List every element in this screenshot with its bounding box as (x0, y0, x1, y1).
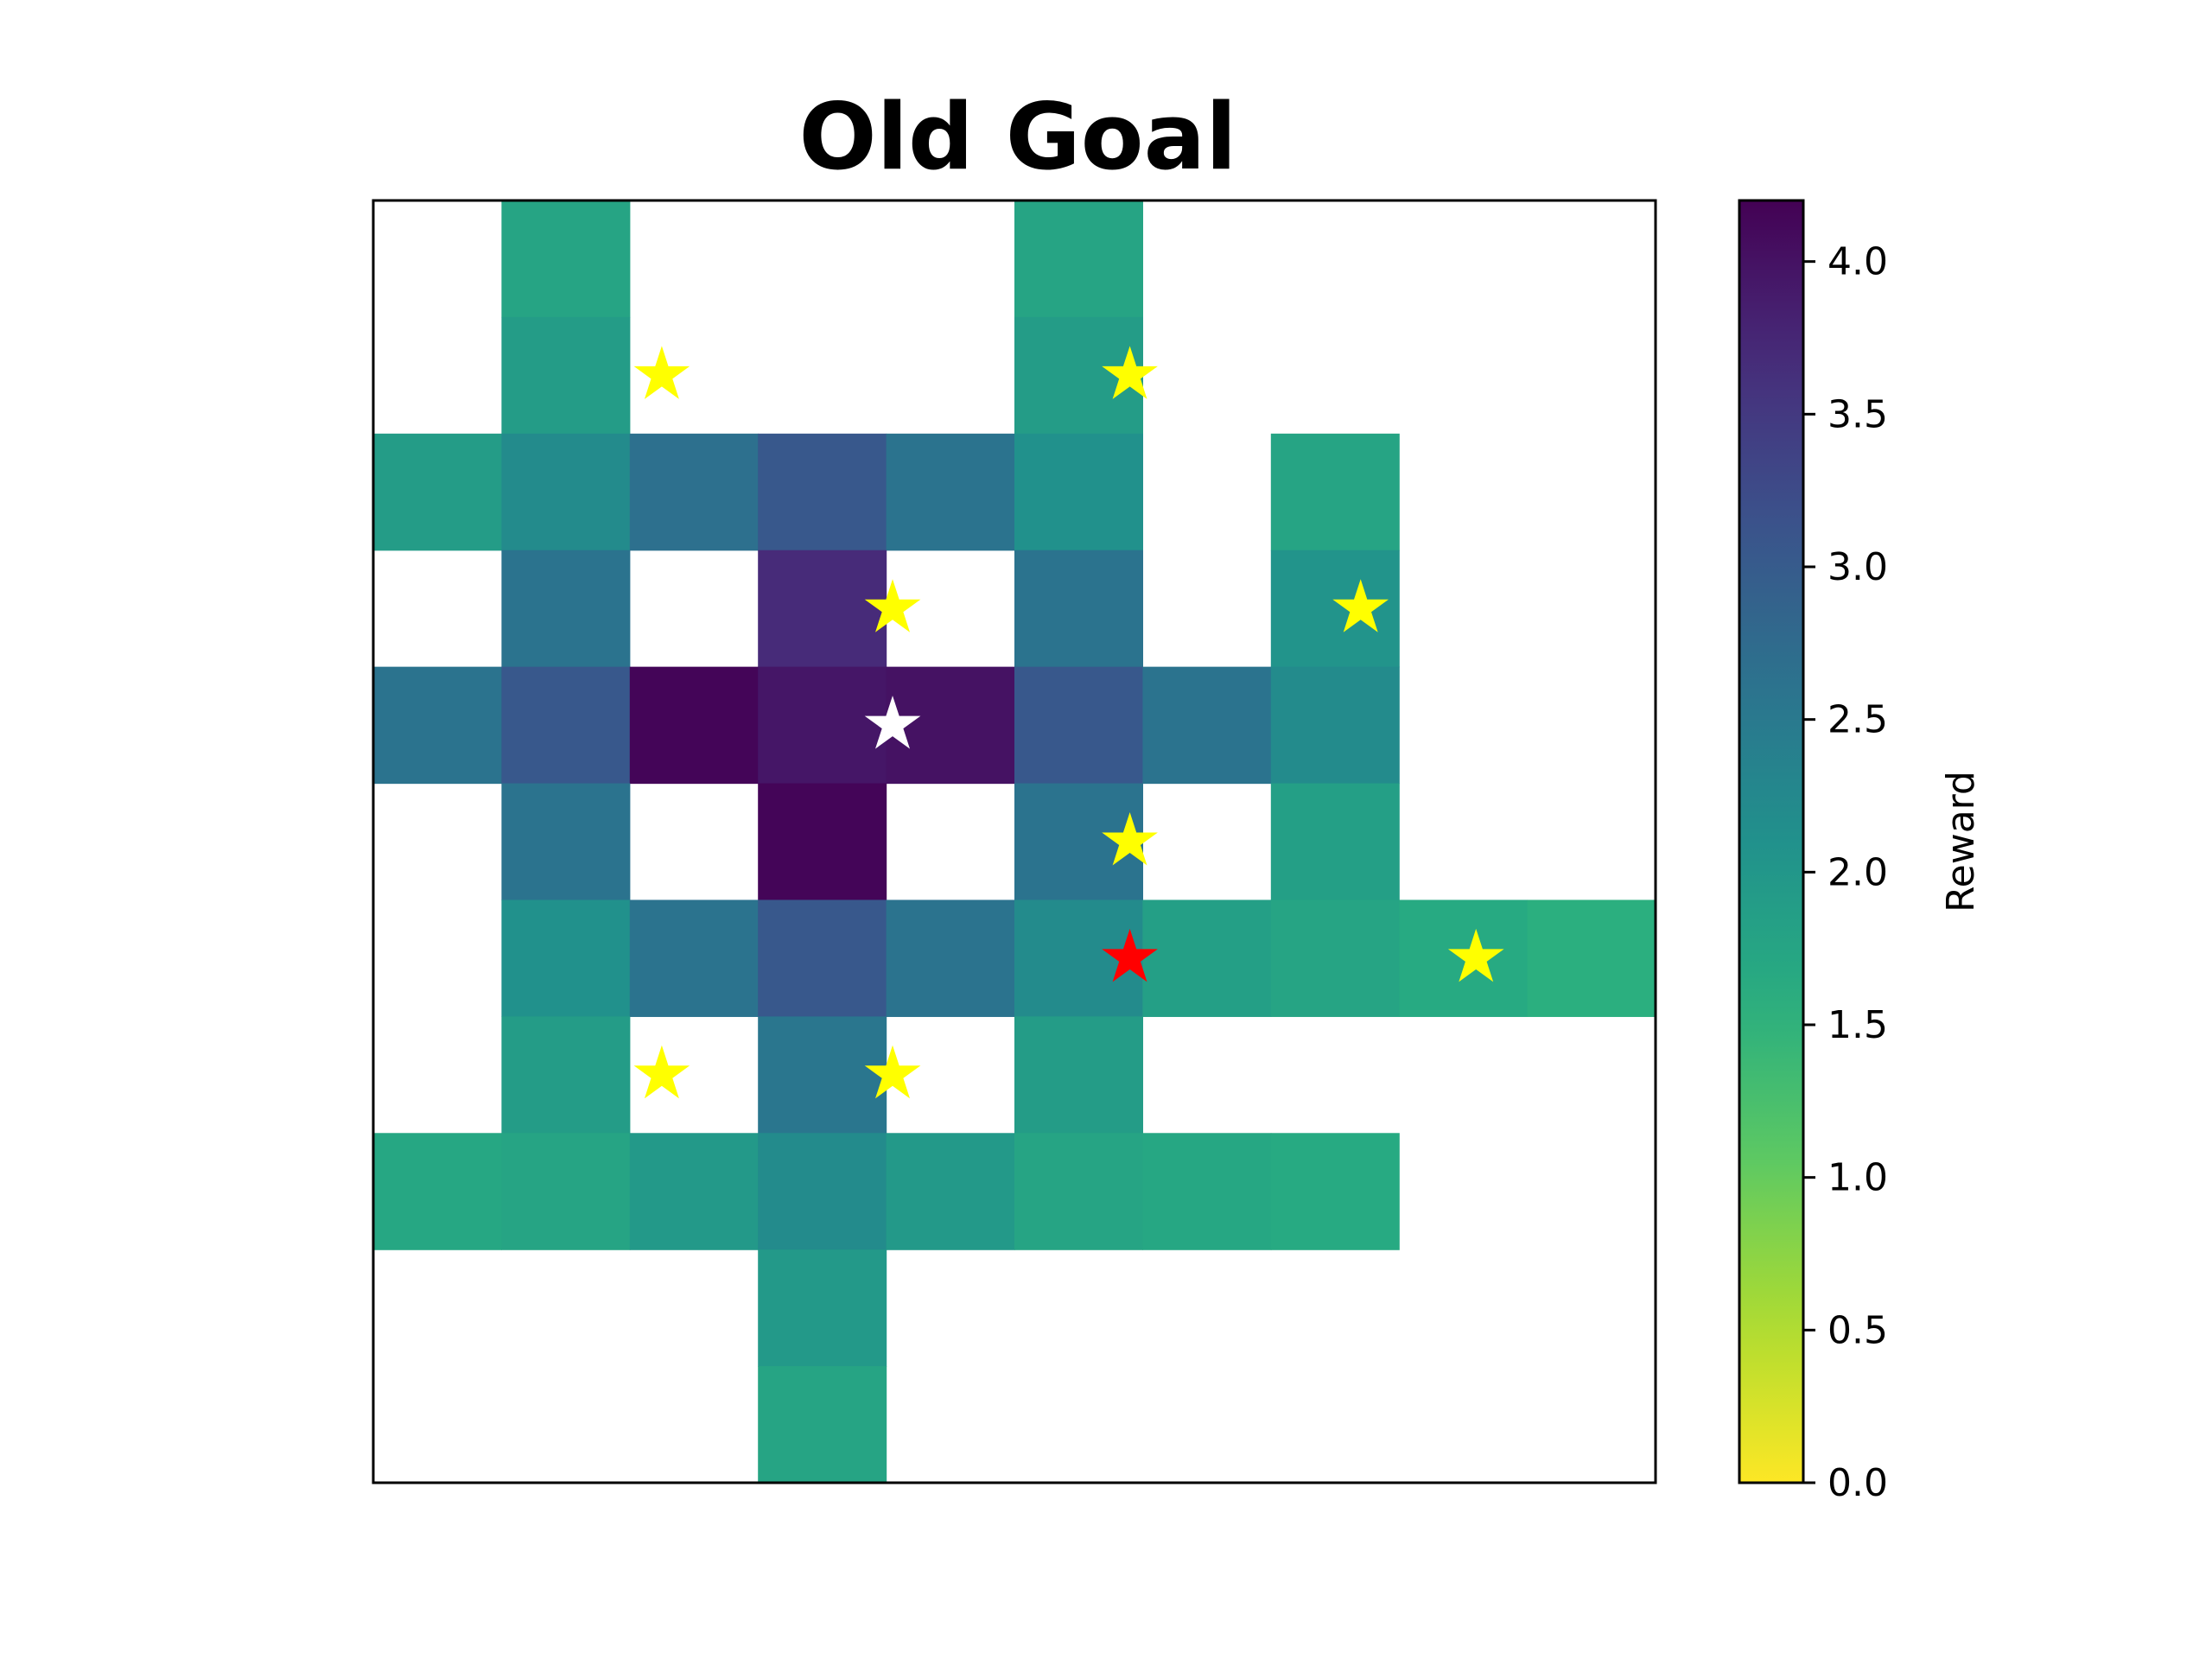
colorbar-label: Reward (1939, 771, 1983, 912)
heatmap-cell (758, 550, 887, 668)
star-marker (1447, 928, 1504, 982)
colorbar-tick-label: 1.0 (1827, 1156, 1888, 1200)
heatmap-cell (373, 666, 502, 785)
star-marker (1102, 346, 1158, 399)
star-marker (1102, 928, 1158, 982)
heatmap-cell (758, 1133, 887, 1250)
heatmap-cell (629, 1133, 759, 1250)
star-marker (864, 1045, 921, 1099)
heatmap-cell (501, 1016, 631, 1134)
star-marker (1102, 812, 1158, 866)
heatmap-cell (758, 783, 887, 901)
heatmap-cell (1142, 1133, 1272, 1250)
heatmap-cell (501, 316, 631, 435)
colorbar-tick-label: 3.0 (1827, 545, 1888, 589)
heatmap-cell (1270, 666, 1400, 785)
heatmap-cells (373, 200, 1656, 1484)
heatmap-cell (501, 899, 631, 1017)
colorbar-tick-label: 0.0 (1827, 1461, 1888, 1505)
heatmap-cell (758, 1249, 887, 1367)
colorbar-tick-label: 1.5 (1827, 1003, 1888, 1047)
heatmap-cell (501, 666, 631, 785)
heatmap-cell (1270, 1133, 1400, 1250)
colorbar-tick-label: 3.5 (1827, 392, 1888, 436)
heatmap-cell (758, 899, 887, 1017)
colorbar-tick-label: 0.5 (1827, 1308, 1888, 1352)
colorbar-ticks: 0.0 0.5 1.0 1.5 2.0 2.5 3.0 3.5 4.0 (1803, 240, 1888, 1505)
star-marker (864, 696, 921, 749)
heatmap-cell (501, 783, 631, 901)
heatmap-cell (886, 899, 1015, 1017)
star-marker (1332, 579, 1389, 632)
heatmap-cell (1014, 666, 1143, 785)
heatmap-cell (1270, 550, 1400, 668)
colorbar-tick-label: 2.0 (1827, 850, 1888, 894)
heatmap-cell (1527, 899, 1656, 1017)
heatmap-cell (1014, 550, 1143, 668)
heatmap-cell (1270, 783, 1400, 901)
heatmap-cell (758, 1016, 887, 1134)
heatmap-cell (1142, 666, 1272, 785)
heatmap-cell (501, 550, 631, 668)
chart-title: Old Goal (799, 84, 1237, 190)
heatmap-cell (373, 1133, 502, 1250)
plot-frame (372, 199, 1657, 1484)
heatmap-cell (758, 433, 887, 551)
heatmap-cell (1142, 899, 1272, 1017)
heatmap-cell (629, 433, 759, 551)
heatmap-cell (758, 1366, 887, 1484)
heatmap-cell (629, 666, 759, 785)
heatmap-cell (501, 1133, 631, 1250)
heatmap-cell (373, 433, 502, 551)
heatmap-cell (1014, 200, 1143, 318)
colorbar-tick-label: 2.5 (1827, 698, 1888, 742)
heatmap-cell (886, 433, 1015, 551)
heatmap-cell (1014, 1016, 1143, 1134)
star-marker (633, 1045, 690, 1099)
heatmap-cell (501, 433, 631, 551)
heatmap-cell (1014, 1133, 1143, 1250)
colorbar-tick-label: 4.0 (1827, 240, 1888, 284)
star-marker (633, 346, 690, 399)
star-markers (633, 346, 1504, 1099)
star-marker (864, 579, 921, 632)
heatmap-cell (1270, 433, 1400, 551)
colorbar (1738, 199, 1805, 1484)
heatmap-cell (758, 666, 887, 785)
heatmap-cell (501, 200, 631, 318)
heatmap-cell (1014, 433, 1143, 551)
heatmap-cell (1270, 899, 1400, 1017)
heatmap-cell (886, 1133, 1015, 1250)
heatmap-cell (629, 899, 759, 1017)
